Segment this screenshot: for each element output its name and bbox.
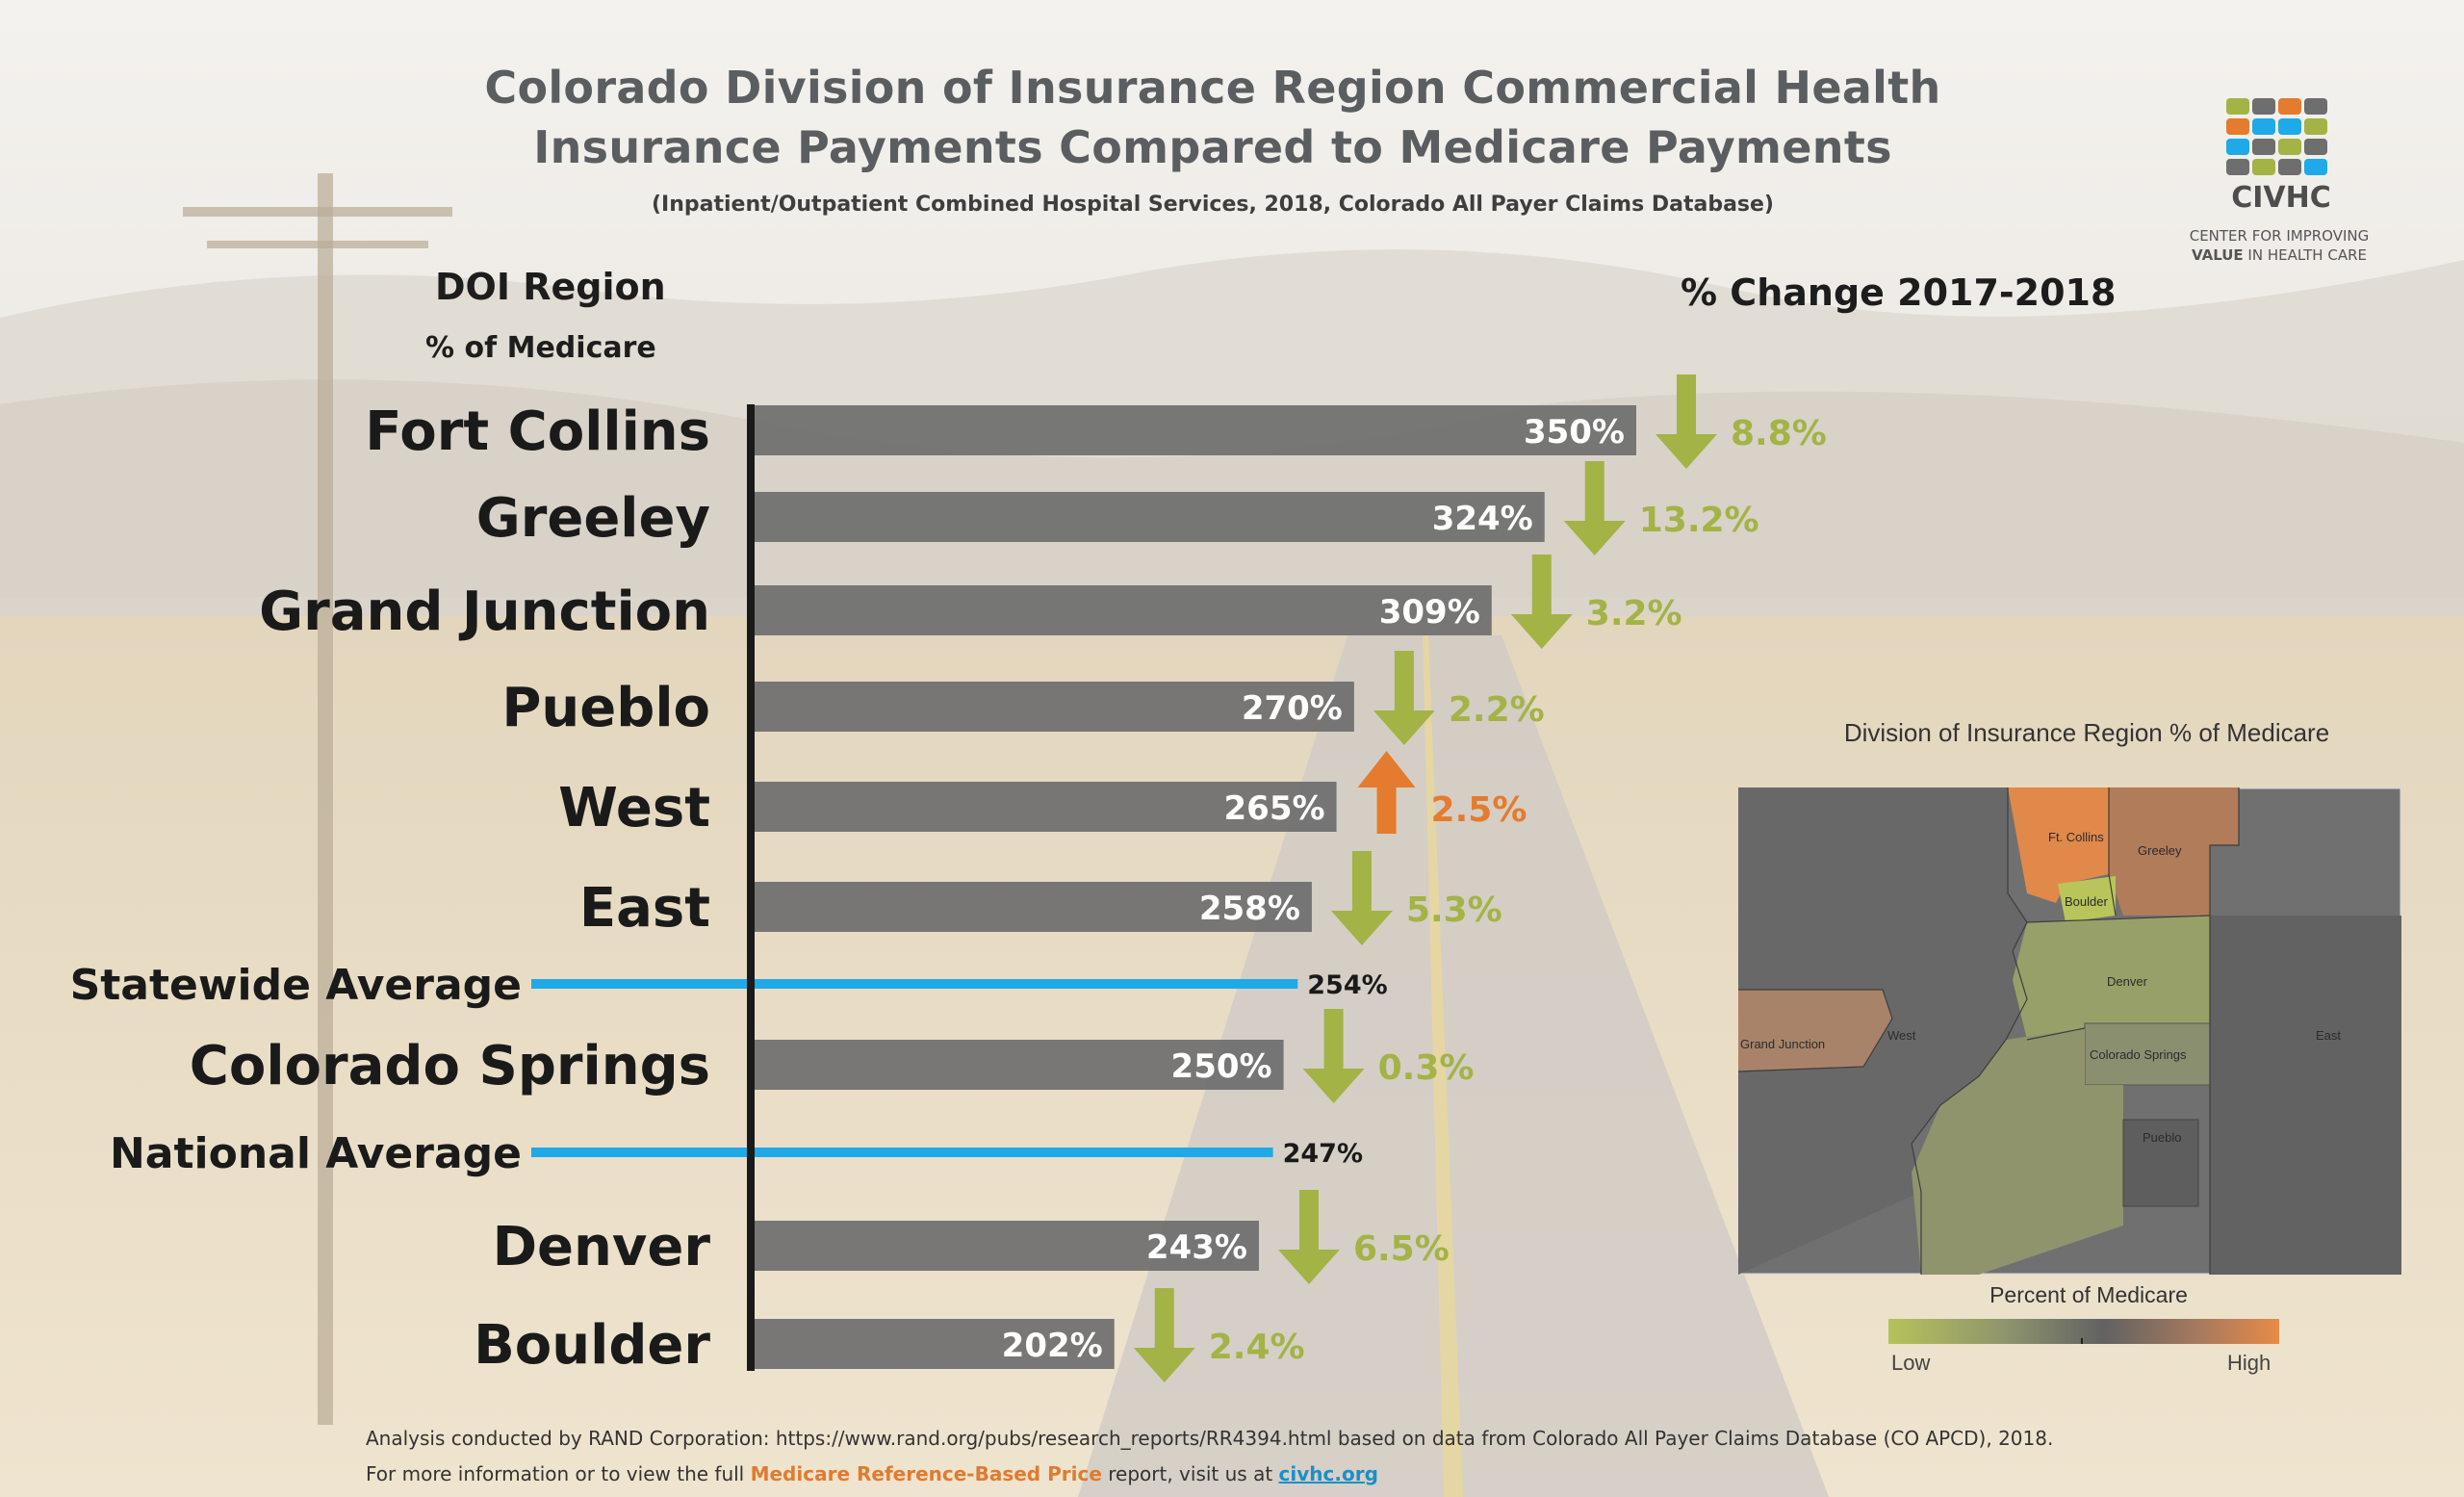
map-label-denver: Denver [2107,974,2147,989]
reference-line-national-average [531,1148,1273,1157]
footer-more-info: For more information or to view the full… [366,1462,1378,1485]
y-axis-line [747,404,755,1371]
map-label-grand-junction: Grand Junction [1740,1037,1826,1051]
change-label-pueblo: 2.2% [1449,690,1545,730]
map-label-west: West [1887,1028,1916,1043]
reference-label-national-average: National Average [110,1129,522,1178]
map-region-south [1912,1028,2123,1275]
change-arrow-down-greeley [1563,461,1626,555]
map-label-boulder: Boulder [2065,894,2108,909]
footer-source: Analysis conducted by RAND Corporation: … [366,1427,2054,1450]
change-arrow-down-pueblo [1373,651,1435,745]
category-label-pueblo: Pueblo [501,677,710,739]
logo-wordmark: CIVHC [2231,181,2331,215]
map-region-ft-collins [2008,787,2109,903]
category-label-colorado-springs: Colorado Springs [190,1035,710,1097]
logo-tagline-2: VALUE IN HEALTH CARE [2173,246,2385,264]
category-label-west: West [558,777,710,839]
logo-tagline-value: VALUE [2192,246,2244,264]
bar-colorado-springs [755,1040,1284,1090]
reference-value-national-average: 247% [1283,1139,1363,1169]
reference-value-statewide-average: 254% [1307,970,1387,1000]
map-title: Division of Insurance Region % of Medica… [1843,718,2330,747]
change-arrow-down-grand-junction [1510,555,1573,649]
header-region: DOI Region [435,266,666,308]
change-arrow-up-west [1357,751,1416,834]
bar-pueblo [755,682,1354,732]
header-pct-of-medicare: % of Medicare [425,331,656,365]
map-region-pueblo [2122,1119,2199,1207]
change-label-greeley: 13.2% [1639,501,1759,540]
chart-title-line2: Insurance Payments Compared to Medicare … [533,121,1892,173]
bar-west [755,782,1337,832]
change-arrow-down-east [1330,851,1393,945]
map-region-grand-junction [1738,990,1892,1071]
category-label-east: East [579,877,710,940]
map-region-boulder [2058,876,2116,922]
value-label-colorado-springs: 250% [1171,1047,1272,1086]
bar-fort-collins [755,405,1636,455]
category-label-boulder: Boulder [474,1314,710,1377]
value-label-west: 265% [1224,789,1325,828]
category-label-denver: Denver [493,1216,711,1278]
change-label-grand-junction: 3.2% [1586,594,1682,633]
change-label-fort-collins: 8.8% [1731,414,1827,453]
value-label-grand-junction: 309% [1379,593,1480,632]
map-legend-low: Low [1891,1351,1931,1375]
bar-east [755,882,1312,932]
value-label-fort-collins: 350% [1524,413,1625,452]
change-arrow-down-fort-collins [1656,374,1717,469]
bar-greeley [755,492,1545,542]
chart-subtitle: (Inpatient/Outpatient Combined Hospital … [652,193,1774,217]
value-label-boulder: 202% [1002,1327,1103,1365]
map-region-greeley [2109,787,2239,916]
map-label-greeley: Greeley [2138,843,2182,858]
change-label-colorado-springs: 0.3% [1378,1048,1475,1088]
logo-tagline-1: CENTER FOR IMPROVING [2189,227,2370,245]
change-label-west: 2.5% [1431,790,1527,830]
chart-title-line1: Colorado Division of Insurance Region Co… [484,62,1941,114]
change-label-east: 5.3% [1406,890,1502,930]
region-map-shapes [1736,786,2403,1277]
change-label-denver: 6.5% [1353,1229,1450,1269]
bar-grand-junction [755,585,1492,635]
reference-line-statewide-average [531,979,1298,989]
header-pct-change: % Change 2017-2018 [1681,271,2117,314]
change-arrow-down-denver [1277,1190,1340,1284]
map-label-pueblo: Pueblo [2143,1130,2182,1145]
map-label-colorado-springs: Colorado Springs [2090,1047,2187,1062]
value-label-pueblo: 270% [1242,689,1343,728]
category-label-greeley: Greeley [476,487,710,550]
footer-text-c: report, visit us at [1101,1462,1279,1485]
civhc-logo [2223,94,2358,191]
footer-text-a: For more information or to view the full [366,1462,751,1485]
category-label-grand-junction: Grand Junction [259,581,710,643]
value-label-denver: 243% [1146,1228,1247,1267]
map-region-denver [2013,916,2210,1040]
map-legend-title: Percent of Medicare [1989,1282,2188,1307]
map-legend-high: High [2227,1351,2272,1375]
reference-label-statewide-average: Statewide Average [70,961,522,1010]
logo-tagline-rest: IN HEALTH CARE [2243,246,2367,264]
change-arrow-down-colorado-springs [1302,1009,1365,1103]
change-label-boulder: 2.4% [1209,1328,1305,1367]
bar-boulder [755,1319,1115,1369]
map-label-east: East [2316,1028,2342,1043]
bar-denver [755,1221,1259,1271]
region-map: Ft. Collins Greeley Boulder Denver Grand… [1736,786,2403,1277]
footer-civhc-link[interactable]: civhc.org [1278,1462,1378,1485]
category-label-fort-collins: Fort Collins [365,400,710,463]
map-label-ft-collins: Ft. Collins [2048,830,2104,844]
map-region-east [2210,916,2401,1275]
map-legend-gradient [1888,1319,2279,1344]
change-arrow-down-boulder [1133,1288,1195,1382]
value-label-east: 258% [1199,890,1300,928]
value-label-greeley: 324% [1432,500,1533,538]
footer-report-link[interactable]: Medicare Reference-Based Price [750,1462,1102,1485]
